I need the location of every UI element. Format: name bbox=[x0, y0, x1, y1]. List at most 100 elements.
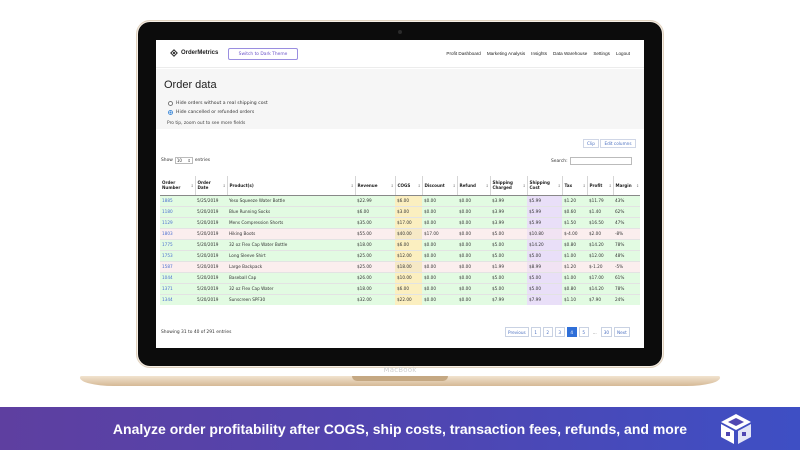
cell-order-date: 5/20/2019 bbox=[195, 227, 227, 239]
cell-refund: $0.00 bbox=[457, 216, 490, 228]
brand-logo[interactable]: OrderMetrics bbox=[170, 49, 218, 57]
app-screen: OrderMetrics Switch to Dark Theme Profit… bbox=[156, 40, 644, 348]
page-button[interactable]: 1 bbox=[530, 327, 541, 337]
radio-icon[interactable] bbox=[168, 101, 173, 106]
cell-refund: $0.00 bbox=[457, 194, 490, 206]
order-link[interactable]: 1775 bbox=[160, 238, 195, 250]
menu-settings[interactable]: Settings bbox=[593, 51, 610, 56]
radio-checked-icon[interactable] bbox=[168, 110, 173, 115]
order-link[interactable]: 1753 bbox=[160, 249, 195, 261]
column-header-discount[interactable]: Discount ↕ bbox=[421, 176, 457, 196]
cell-order-date: 5/20/2019 bbox=[195, 205, 227, 217]
sort-icon[interactable]: ↕ bbox=[350, 184, 354, 188]
table-search: Search: bbox=[551, 157, 632, 165]
column-header-revenue[interactable]: Revenue ↕ bbox=[354, 176, 395, 196]
header-label-line2: Number bbox=[162, 185, 181, 191]
cell-order-date: 5/25/2019 bbox=[195, 194, 227, 206]
column-header-tax[interactable]: Tax ↕ bbox=[561, 176, 587, 196]
page-length-select[interactable]: 10 ⇕ bbox=[174, 157, 193, 164]
laptop-base bbox=[80, 376, 720, 386]
sort-icon[interactable]: ↕ bbox=[608, 184, 612, 188]
search-label: Search: bbox=[551, 158, 568, 164]
menu-insights[interactable]: Insights bbox=[531, 51, 548, 56]
cell-cogs: $6.00 bbox=[395, 194, 422, 206]
previous-page-button[interactable]: Previous bbox=[505, 327, 529, 337]
theme-toggle-button[interactable]: Switch to Dark Theme bbox=[228, 48, 298, 60]
cell-refund: $0.00 bbox=[457, 260, 490, 272]
pagination: Previous 1 2 3 4 5... 30 Next bbox=[505, 327, 630, 337]
sort-icon[interactable]: ↕ bbox=[635, 184, 639, 188]
page-button[interactable]: 30 bbox=[600, 327, 613, 337]
column-header-shipping-cost[interactable]: Shipping Cost ↕ bbox=[526, 176, 562, 196]
table-header: Order Number ↕ Order Date ↕ Product(s) ↕ Revenue… bbox=[160, 176, 640, 196]
cell-tax: $0.80 bbox=[562, 282, 587, 294]
cell-order-date: 5/20/2019 bbox=[195, 293, 227, 305]
page-button[interactable]: 2 bbox=[542, 327, 553, 337]
header-label: Order bbox=[197, 180, 211, 186]
menu-data-warehouse[interactable]: Data Warehouse bbox=[553, 51, 588, 56]
cell-discount: $0.00 bbox=[422, 282, 457, 294]
option-hide-no-shipping[interactable]: Hide orders without a real shipping cost bbox=[168, 101, 268, 106]
entries-label: entries bbox=[194, 158, 211, 163]
cell-cogs: $3.00 bbox=[395, 205, 422, 217]
cell-profit: $14.20 bbox=[587, 238, 613, 250]
menu-marketing-analysis[interactable]: Marketing Analysis bbox=[486, 51, 526, 56]
sort-icon[interactable]: ↕ bbox=[557, 184, 561, 188]
next-page-button[interactable]: Next bbox=[614, 327, 630, 337]
sort-icon[interactable]: ↕ bbox=[582, 184, 586, 188]
column-header-refund[interactable]: Refund ↕ bbox=[456, 176, 490, 196]
clip-button[interactable]: Clip bbox=[583, 139, 599, 148]
column-header-order-date[interactable]: Order Date ↕ bbox=[194, 176, 227, 196]
cell-shipping-cost: $5.00 bbox=[527, 271, 562, 283]
order-link[interactable]: 1587 bbox=[160, 260, 195, 272]
cell-discount: $0.00 bbox=[422, 194, 457, 206]
menu-profit-dashboard[interactable]: Profit Dashboard bbox=[446, 51, 481, 56]
cell-discount: $0.00 bbox=[422, 238, 457, 250]
cell-shipping-cost: $5.99 bbox=[527, 216, 562, 228]
cell-tax: $0.80 bbox=[562, 238, 587, 250]
option-hide-cancelled[interactable]: Hide cancelled or refunded orders bbox=[168, 110, 254, 115]
order-link[interactable]: 1129 bbox=[160, 216, 195, 228]
search-input[interactable] bbox=[569, 157, 632, 165]
sort-icon[interactable]: ↕ bbox=[452, 184, 456, 188]
column-header-shipping-charged[interactable]: Shipping Charged ↕ bbox=[489, 176, 527, 196]
sort-icon[interactable]: ↕ bbox=[190, 184, 194, 188]
cell-refund: $0.00 bbox=[457, 238, 490, 250]
cell-tax: $1.20 bbox=[562, 260, 587, 272]
sort-icon[interactable]: ↕ bbox=[390, 184, 394, 188]
sort-icon[interactable]: ↕ bbox=[522, 184, 526, 188]
table-row: 1129 5/20/2019 Mens Compression Shorts $35.… bbox=[160, 216, 640, 228]
menu-logout[interactable]: Logout bbox=[615, 51, 630, 56]
page-button[interactable]: 3 bbox=[554, 327, 565, 337]
order-link[interactable]: 1180 bbox=[160, 205, 195, 217]
column-header-cogs[interactable]: COGS ↕ bbox=[394, 176, 422, 196]
sort-icon[interactable]: ↕ bbox=[417, 184, 421, 188]
column-header-products[interactable]: Product(s) ↕ bbox=[226, 176, 355, 196]
cell-products: Baseball Cap bbox=[227, 271, 355, 283]
cell-shipping-cost: $5.00 bbox=[527, 249, 562, 261]
cell-cogs: $12.00 bbox=[395, 249, 422, 261]
page-button[interactable]: 5 bbox=[578, 327, 589, 337]
order-link[interactable]: 1371 bbox=[160, 282, 195, 294]
table-info: Showing 31 to 40 of 291 entries bbox=[161, 330, 232, 335]
cell-order-date: 5/20/2019 bbox=[195, 282, 227, 294]
order-link[interactable]: 1885 bbox=[160, 194, 195, 206]
edit-columns-button[interactable]: Edit columns bbox=[600, 139, 636, 148]
cell-shipping-charged: $5.00 bbox=[490, 271, 527, 283]
camera-icon bbox=[398, 30, 402, 34]
order-link[interactable]: 1044 bbox=[160, 271, 195, 283]
page-ellipsis: ... bbox=[592, 329, 597, 335]
cell-margin: 43% bbox=[613, 194, 640, 206]
order-link[interactable]: 1344 bbox=[160, 293, 195, 305]
column-header-margin[interactable]: Margin ↕ bbox=[612, 176, 640, 196]
cell-cogs: $17.00 bbox=[395, 216, 422, 228]
sort-icon[interactable]: ↕ bbox=[485, 184, 489, 188]
main-menu: Profit Dashboard Marketing Analysis Insi… bbox=[446, 51, 630, 56]
page-button[interactable]: 4 bbox=[566, 327, 577, 337]
column-header-order-number[interactable]: Order Number ↕ bbox=[160, 176, 195, 196]
sort-icon[interactable]: ↕ bbox=[222, 184, 226, 188]
promo-banner: Analyze order profitability after COGS, … bbox=[0, 407, 800, 450]
order-link[interactable]: 1803 bbox=[160, 227, 195, 239]
cell-refund: $0.00 bbox=[457, 282, 490, 294]
column-header-profit[interactable]: Profit ↕ bbox=[586, 176, 613, 196]
